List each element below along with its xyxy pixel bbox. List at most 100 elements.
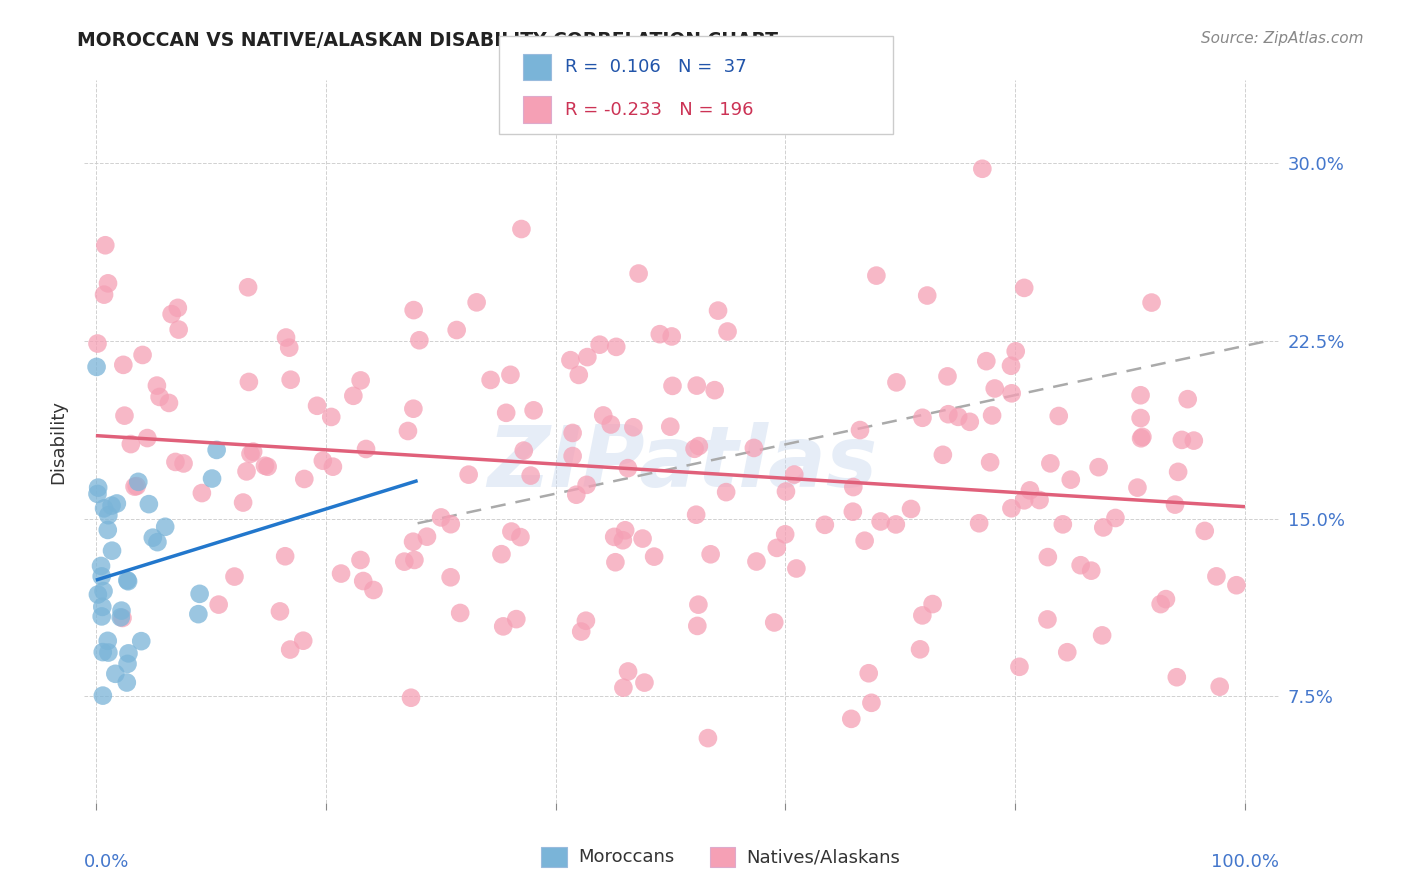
Point	[97, 508, 120, 523]
Point	[322, 459, 344, 474]
Point	[707, 303, 730, 318]
Point	[661, 379, 683, 393]
Point	[205, 442, 228, 457]
Point	[90, 609, 112, 624]
Point	[561, 449, 583, 463]
Point	[886, 376, 908, 390]
Point	[349, 553, 371, 567]
Point	[605, 555, 627, 569]
Point	[224, 569, 246, 583]
Point	[519, 468, 541, 483]
Point	[1001, 386, 1024, 401]
Point	[1129, 388, 1152, 402]
Point	[492, 619, 515, 633]
Point	[631, 532, 654, 546]
Point	[117, 574, 139, 589]
Point	[617, 461, 640, 475]
Point	[87, 587, 110, 601]
Point	[124, 480, 146, 494]
Point	[138, 497, 160, 511]
Point	[187, 607, 209, 621]
Point	[86, 487, 108, 501]
Point	[575, 614, 598, 628]
Point	[908, 642, 931, 657]
Point	[280, 373, 302, 387]
Text: R = -0.233   N = 196: R = -0.233 N = 196	[565, 101, 754, 119]
Point	[1028, 493, 1050, 508]
Point	[1126, 481, 1149, 495]
Point	[685, 508, 707, 522]
Point	[742, 441, 765, 455]
Point	[976, 354, 998, 368]
Point	[408, 333, 430, 347]
Point	[839, 712, 862, 726]
Point	[1194, 524, 1216, 538]
Point	[278, 341, 301, 355]
Point	[97, 633, 120, 648]
Point	[157, 396, 180, 410]
Point	[274, 330, 297, 344]
Point	[191, 486, 214, 500]
Point	[110, 604, 132, 618]
Point	[479, 373, 502, 387]
Point	[402, 401, 425, 416]
Point	[93, 584, 115, 599]
Point	[1012, 281, 1035, 295]
Point	[188, 587, 211, 601]
Point	[87, 481, 110, 495]
Point	[842, 505, 865, 519]
Point	[146, 535, 169, 549]
Point	[97, 523, 120, 537]
Point	[783, 467, 806, 482]
Point	[238, 375, 260, 389]
Point	[292, 472, 315, 486]
Point	[86, 336, 108, 351]
Point	[617, 665, 640, 679]
Point	[402, 534, 425, 549]
Point	[173, 457, 195, 471]
Point	[153, 520, 176, 534]
Point	[569, 624, 592, 639]
Point	[561, 425, 583, 440]
Point	[239, 447, 262, 461]
Point	[136, 431, 159, 445]
Point	[1012, 493, 1035, 508]
Point	[465, 295, 488, 310]
Point	[1132, 430, 1154, 444]
Point	[915, 288, 938, 302]
Point	[1177, 392, 1199, 406]
Point	[745, 554, 768, 568]
Point	[232, 495, 254, 509]
Point	[242, 444, 264, 458]
Point	[1205, 569, 1227, 583]
Point	[208, 598, 231, 612]
Text: MOROCCAN VS NATIVE/ALASKAN DISABILITY CORRELATION CHART: MOROCCAN VS NATIVE/ALASKAN DISABILITY CO…	[77, 31, 779, 50]
Point	[865, 268, 887, 283]
Point	[101, 543, 124, 558]
Point	[853, 533, 876, 548]
Point	[167, 322, 190, 336]
Text: 100.0%: 100.0%	[1212, 854, 1279, 871]
Point	[599, 417, 621, 432]
Point	[686, 619, 709, 633]
Point	[946, 409, 969, 424]
Point	[785, 561, 807, 575]
Point	[363, 582, 385, 597]
Point	[350, 373, 373, 387]
Point	[911, 608, 934, 623]
Point	[127, 475, 149, 489]
Point	[869, 515, 891, 529]
Point	[354, 442, 377, 456]
Point	[703, 383, 725, 397]
Point	[1154, 592, 1177, 607]
Point	[568, 368, 591, 382]
Point	[495, 406, 517, 420]
Point	[1008, 660, 1031, 674]
Point	[1056, 645, 1078, 659]
Point	[1164, 498, 1187, 512]
Point	[1000, 359, 1022, 373]
Point	[614, 523, 637, 537]
Point	[688, 439, 710, 453]
Point	[972, 161, 994, 176]
Point	[714, 485, 737, 500]
